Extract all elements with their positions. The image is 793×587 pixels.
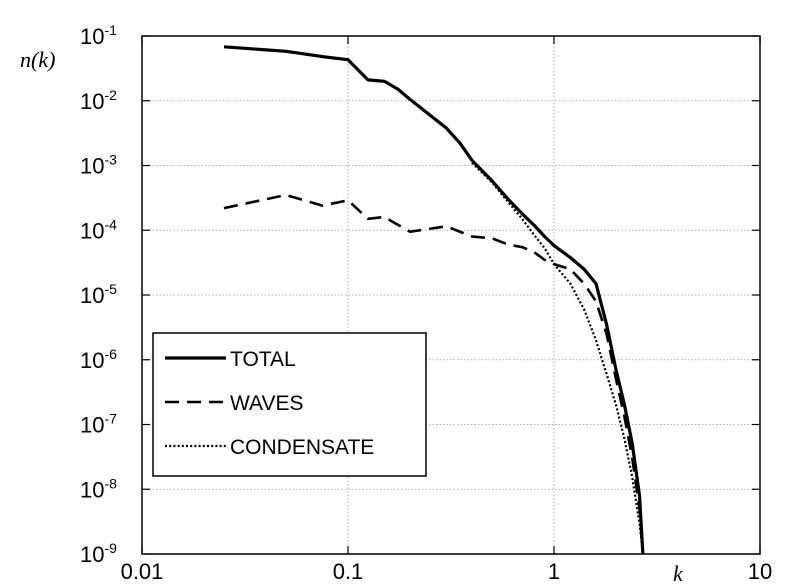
x-tick-label: 0.1 (333, 559, 364, 584)
tick-layer (141, 35, 761, 555)
series-line-condensate (471, 162, 644, 555)
x-axis-label: k (673, 561, 684, 586)
legend-label-condensate: CONDENSATE (230, 436, 374, 459)
series-line-total (223, 45, 645, 555)
series-layer (223, 45, 645, 555)
legend: TOTAL WAVES CONDENSATE (152, 332, 427, 477)
y-tick-label: 10-8 (80, 475, 117, 502)
y-tick-label: 10-6 (80, 346, 117, 373)
x-tick-label: 1 (548, 559, 560, 584)
legend-box (152, 332, 427, 477)
y-axis-label: n(k) (20, 47, 55, 72)
label-layer: 0.01 0.1 1 10 10-9 10-8 10-7 10-6 10-5 10-4 10-3 10… (20, 22, 772, 586)
y-tick-label: 10-4 (80, 216, 117, 243)
x-tick-label: 0.01 (121, 559, 164, 584)
legend-label-total: TOTAL (230, 348, 296, 371)
y-tick-label: 10-2 (80, 87, 117, 114)
y-tick-label: 10-1 (80, 22, 117, 49)
legend-label-waves: WAVES (230, 392, 304, 415)
y-tick-label: 10-7 (80, 411, 117, 438)
x-tick-label: 10 (748, 559, 772, 584)
grid-layer (142, 36, 760, 554)
y-tick-label: 10-5 (80, 281, 117, 308)
y-tick-label: 10-9 (80, 540, 117, 567)
y-tick-label: 10-3 (80, 152, 117, 179)
